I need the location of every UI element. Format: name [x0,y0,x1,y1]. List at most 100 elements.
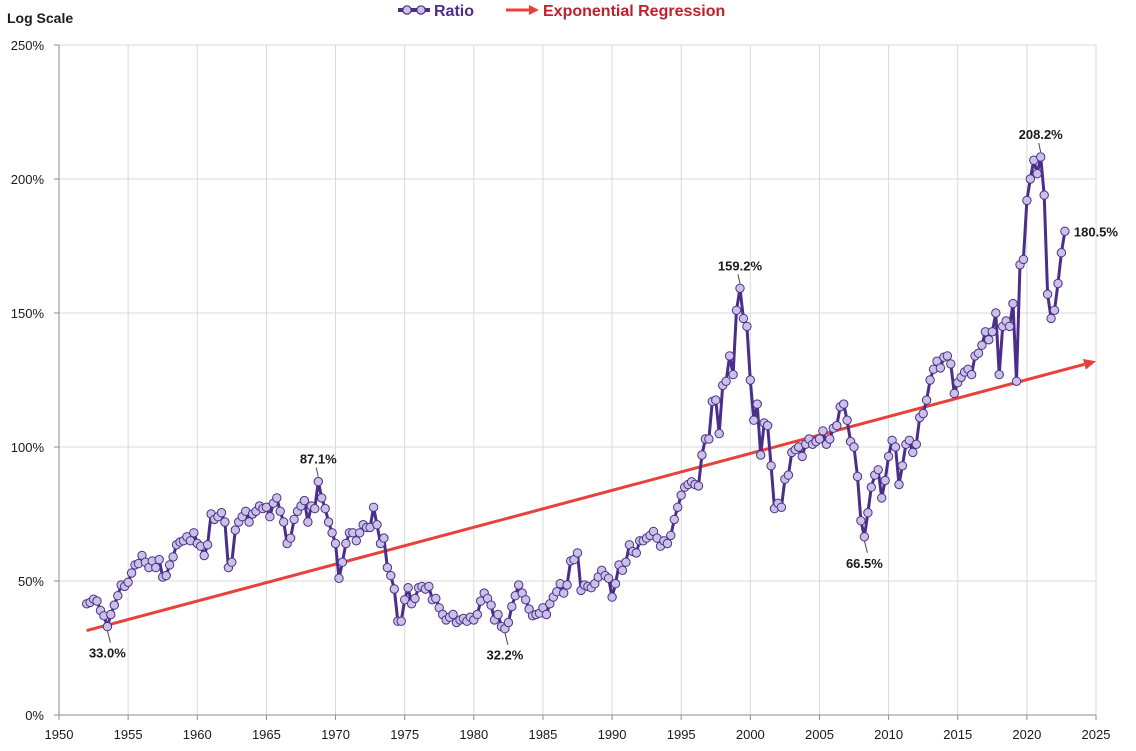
ratio-point [897,461,908,471]
ratio-point [1018,254,1029,265]
ratio-point [337,557,348,567]
ratio-point [935,363,946,373]
ratio-point [766,461,776,471]
x-tick-label: 2020 [1012,727,1041,742]
ratio-point [323,517,334,527]
ratio-point [607,592,617,602]
ratio-point [894,479,904,490]
ratio-point [849,442,859,452]
ratio-point [949,388,959,399]
ratio-point [372,520,382,530]
regression-line [86,362,1085,633]
ratio-point [386,570,396,581]
annotation-leader [315,467,319,477]
ratio-point [880,475,890,486]
ratio-point [379,533,389,543]
x-tick-label: 1965 [252,727,281,742]
ratio-point [883,451,894,462]
ratio-point [299,495,310,506]
ratio-point [486,600,496,610]
ratio-point [863,508,873,518]
annotation-leader [106,630,111,643]
ratio-point [856,516,866,526]
ratio-point [1039,190,1049,200]
ratio-point [424,581,434,592]
annotations: 33.0% 87.1% 32.2% 159.2% 66.5% 208.2% 180.5% [89,127,1118,663]
annotation-leader [737,274,741,284]
ratio-point [368,502,379,512]
ratio-point [559,588,569,598]
ratio-point [1046,313,1056,324]
ratio-point [403,583,413,593]
ratio-point [721,376,731,386]
ratio-point [396,616,406,626]
annotation-leader [1038,142,1042,153]
ratio-point [351,536,361,546]
ratio-point [541,609,552,620]
x-tick-label: 1980 [459,727,488,742]
annotation-label: 87.1% [300,452,337,467]
x-tick-label: 1960 [183,727,212,742]
ratio-point [220,517,230,527]
ratio-point [400,595,410,605]
ratio-point [330,538,341,549]
x-tick-label: 2000 [736,727,765,742]
y-tick-label: 100% [11,440,45,455]
y-tick-label: 50% [18,574,44,589]
ratio-point [704,434,714,444]
ratio-point [918,408,928,419]
ratio-point [814,434,825,444]
ratio-point [126,568,137,578]
ratio-point [572,548,583,558]
ratio-point [877,493,887,503]
legend-ratio-marker-icon [416,5,426,15]
ratio-point [693,481,704,491]
ratio-point [448,609,458,620]
ratio-point [852,471,863,482]
ratio-point [327,528,337,538]
ratio-point [168,552,178,562]
ratio-point [431,593,441,604]
ratio-point [745,375,755,385]
ratio-point [662,538,673,549]
y-gridlines [59,44,1096,582]
ratio-point [92,596,102,606]
ratio-point [994,369,1004,380]
y-axis-caption: Log Scale [7,10,73,26]
x-tick-label: 2025 [1082,727,1111,742]
ratio-point [113,591,123,601]
ratio-point [279,517,289,527]
y-tick-label: 0% [25,708,44,723]
ratio-point [289,514,299,525]
regression-arrowhead [1082,359,1096,370]
ratio-point [752,399,762,409]
ratio-point [676,490,686,500]
ratio-point [161,570,171,581]
ratio-point [227,557,237,567]
x-tick-labels: 1950 1955 1960 1965 1970 1975 1980 1985 1990 1995… [45,727,1111,742]
ratio-point [762,420,773,431]
ratio-point [202,540,213,550]
ratio-point [904,435,914,445]
annotation-leader [504,632,509,645]
ratio-point [669,514,679,525]
ratio-point [984,335,994,345]
annotation-label: 66.5% [846,556,883,571]
ratio-point [818,426,828,436]
y-tick-label: 250% [11,38,45,53]
ratio-point [825,434,835,444]
ratio-point [261,502,272,512]
x-tick-label: 1975 [390,727,419,742]
annotation-label: 208.2% [1019,127,1064,142]
ratio-point [123,577,133,587]
x-tick-label: 2010 [874,727,903,742]
y-tick-labels: 0% 50% 100% 150% 200% 250% [11,38,45,723]
ratio-point [1032,168,1042,179]
ratio-point [621,557,631,567]
ratio-point [942,351,953,361]
ratio-point [216,508,227,518]
ratio-point [724,351,735,361]
ratio-point [507,601,517,612]
ratio-point [355,528,365,538]
ratio-point [244,517,254,527]
